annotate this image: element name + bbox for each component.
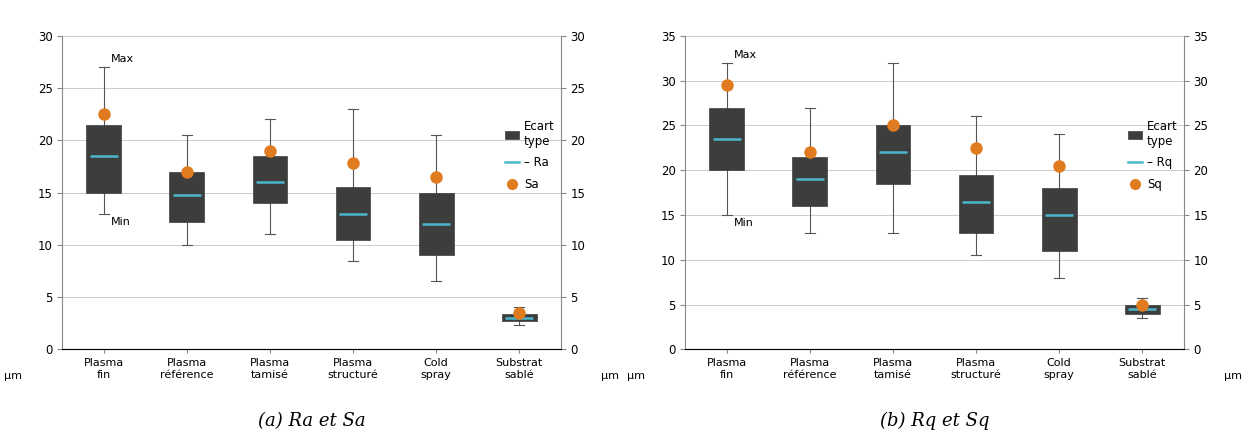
Bar [1042, 188, 1077, 251]
Text: µm: µm [5, 371, 22, 381]
Bar [502, 314, 537, 321]
Bar [958, 175, 993, 233]
Text: Max: Max [734, 50, 756, 60]
Text: Max: Max [111, 54, 133, 64]
Bar [1125, 305, 1160, 314]
Bar [709, 108, 744, 170]
Bar [169, 172, 204, 222]
Text: µm: µm [628, 371, 645, 381]
Text: Min: Min [734, 218, 754, 228]
Text: µm: µm [1224, 371, 1241, 381]
Bar [335, 187, 370, 240]
Legend: Ecart
type, – Ra, Sa: Ecart type, – Ra, Sa [505, 120, 554, 191]
Bar [792, 157, 827, 206]
Bar [419, 193, 454, 255]
Bar [86, 125, 121, 193]
Text: (a) Ra et Sa: (a) Ra et Sa [258, 412, 365, 430]
Bar [253, 156, 288, 203]
Legend: Ecart
type, – Rq, Sq: Ecart type, – Rq, Sq [1128, 120, 1177, 191]
Text: µm: µm [601, 371, 618, 381]
Text: (b) Rq et Sq: (b) Rq et Sq [880, 412, 989, 430]
Text: Min: Min [111, 217, 131, 227]
Bar [876, 125, 911, 184]
